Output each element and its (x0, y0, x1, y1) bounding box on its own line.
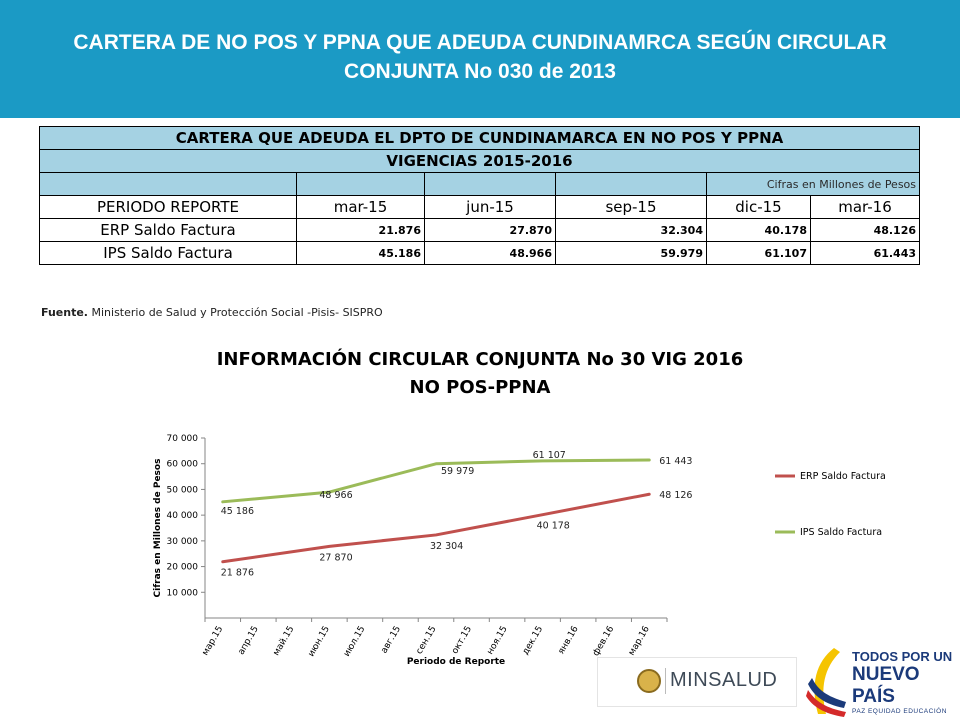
todos-por-un-nuevo-pais-logo: TODOS POR UN NUEVO PAÍS PAZ EQUIDAD EDUC… (806, 644, 958, 718)
chart-title: INFORMACIÓN CIRCULAR CONJUNTA No 30 VIG … (0, 346, 960, 402)
source-note: Fuente. Ministerio de Salud y Protección… (41, 306, 383, 319)
x-tick-label: фев.16 (591, 624, 616, 658)
data-label: 27 870 (319, 552, 352, 563)
y-tick-label: 70 000 (167, 434, 199, 444)
slide-title-line1: CARTERA DE NO POS Y PPNA QUE ADEUDA CUND… (73, 31, 887, 54)
x-tick-label: окт.15 (450, 625, 474, 656)
table-cell: 48.126 (809, 218, 921, 242)
x-tick-label: мар.16 (627, 624, 652, 657)
data-label: 45 186 (221, 506, 254, 517)
series-line-ips (221, 458, 651, 504)
table-cell: 40.178 (706, 218, 811, 242)
table-blank-cell (555, 172, 707, 196)
table-row-erp: ERP Saldo Factura 21.876 27.870 32.304 4… (39, 218, 921, 242)
source-label: Fuente. (41, 306, 88, 319)
data-label: 32 304 (430, 541, 463, 552)
x-tick-label: авг.15 (379, 625, 403, 656)
legend-item: ERP Saldo Factura (800, 471, 886, 482)
data-label: 61 443 (659, 456, 692, 467)
x-tick-label: июл.15 (342, 625, 367, 659)
table-cell: 48.966 (424, 241, 556, 265)
legend-item: IPS Saldo Factura (800, 527, 882, 538)
y-tick-label: 60 000 (167, 460, 199, 470)
row-label: IPS Saldo Factura (39, 241, 297, 265)
table-blank-cell (39, 172, 297, 196)
table-blank-cell (296, 172, 425, 196)
tpun-line1: TODOS POR UN (852, 649, 953, 664)
table-cell: 61.443 (809, 241, 921, 265)
chart-title-line2: NO POS-PPNA (409, 377, 551, 398)
x-tick-label: сен.15 (415, 625, 439, 657)
logo-divider (665, 668, 666, 694)
data-label: 61 107 (533, 450, 566, 461)
table-row-ips: IPS Saldo Factura 45.186 48.966 59.979 6… (39, 241, 921, 265)
y-tick-label: 20 000 (167, 563, 199, 573)
x-tick-label: июн.15 (307, 625, 332, 659)
coat-of-arms-icon (637, 669, 661, 693)
data-label: 21 876 (221, 568, 254, 579)
x-tick-label: май.15 (272, 625, 297, 658)
cartera-table: CARTERA QUE ADEUDA EL DPTO DE CUNDINAMAR… (38, 126, 921, 265)
table-header-row: PERIODO REPORTE mar-15 jun-15 sep-15 dic… (39, 195, 921, 219)
table-cell: 27.870 (424, 218, 556, 242)
data-label: 48 126 (659, 490, 692, 501)
y-axis-title: Cifras en Millones de Pesos (153, 459, 163, 598)
column-header: mar-15 (296, 195, 425, 219)
table-blank-cell (424, 172, 556, 196)
line-chart: 10 000 20 000 30 000 40 000 50 000 60 000 70 0… (153, 434, 886, 667)
table-cell: 32.304 (555, 218, 707, 242)
table-cell: 45.186 (296, 241, 425, 265)
table-subtitle: VIGENCIAS 2015-2016 (38, 149, 921, 173)
slide-title-line2: CONJUNTA No 030 de 2013 (344, 60, 616, 83)
colombia-swoosh-icon (806, 648, 846, 717)
units-note: Cifras en Millones de Pesos (705, 172, 921, 196)
x-tick-label: ноя.15 (485, 625, 509, 657)
y-tick-label: 10 000 (167, 588, 199, 598)
table-cell: 21.876 (296, 218, 425, 242)
header-band (0, 0, 960, 118)
series-line-erp (221, 492, 651, 564)
table-cell: 59.979 (555, 241, 707, 265)
slide-title: CARTERA DE NO POS Y PPNA QUE ADEUDA CUND… (0, 28, 960, 86)
x-tick-label: дек.15 (521, 625, 545, 657)
tpun-line2: NUEVO PAÍS (852, 664, 920, 707)
data-label: 40 178 (537, 521, 570, 532)
column-header: jun-15 (424, 195, 556, 219)
y-tick-label: 50 000 (167, 485, 199, 495)
table-title: CARTERA QUE ADEUDA EL DPTO DE CUNDINAMAR… (38, 126, 921, 150)
source-text: Ministerio de Salud y Protección Social … (88, 306, 383, 319)
column-header: dic-15 (706, 195, 811, 219)
minsalud-logo: MINSALUD (597, 657, 797, 707)
x-tick-label: янв.16 (557, 624, 581, 656)
column-header: PERIODO REPORTE (39, 195, 297, 219)
x-tick-label: мар.15 (201, 625, 226, 658)
table-cell: 61.107 (706, 241, 811, 265)
column-header: sep-15 (555, 195, 707, 219)
y-tick-label: 40 000 (167, 511, 199, 521)
row-label: ERP Saldo Factura (39, 218, 297, 242)
tpun-line3: PAZ EQUIDAD EDUCACIÓN (852, 708, 947, 715)
tpun-wordmark: TODOS POR UN NUEVO PAÍS PAZ EQUIDAD EDUC… (852, 649, 958, 716)
column-header: mar-16 (809, 195, 921, 219)
y-tick-label: 30 000 (167, 537, 199, 547)
x-axis-title: Periodo de Reporte (407, 657, 505, 667)
data-label: 59 979 (441, 466, 474, 477)
chart-title-line1: INFORMACIÓN CIRCULAR CONJUNTA No 30 VIG … (216, 349, 744, 370)
data-label: 48 966 (319, 490, 352, 501)
x-tick-label: апр.15 (237, 625, 261, 657)
minsalud-wordmark: MINSALUD (670, 669, 778, 691)
